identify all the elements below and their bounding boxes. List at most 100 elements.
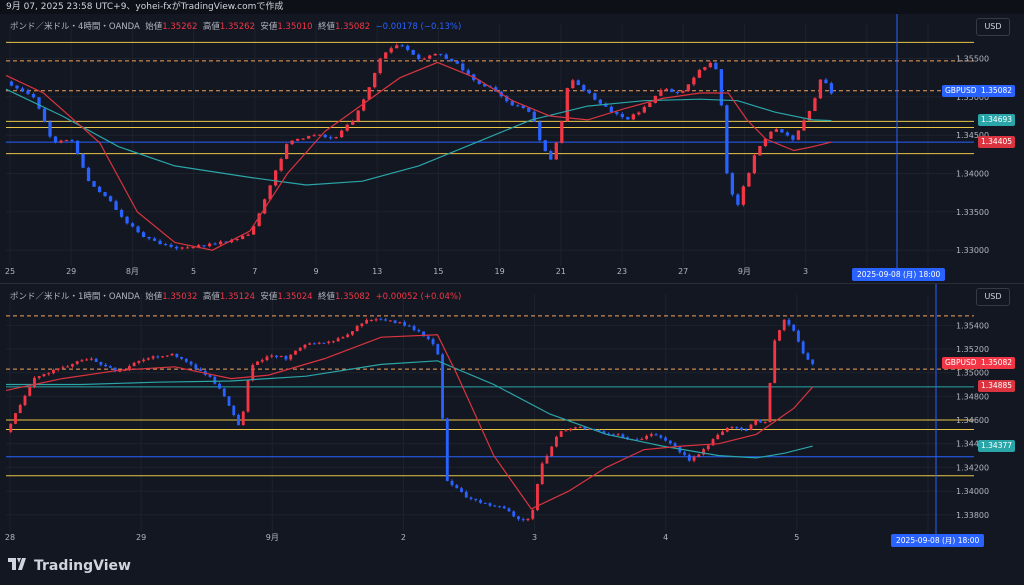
candle-body	[265, 356, 269, 361]
date-tick-label: 29	[136, 533, 146, 542]
open-label: 始値	[145, 22, 163, 32]
currency-button[interactable]: USD	[976, 288, 1010, 306]
candle-body	[806, 353, 810, 360]
candle-body	[703, 67, 707, 70]
candle-body	[290, 140, 294, 145]
candle-body	[796, 130, 801, 140]
candle-body	[744, 429, 748, 431]
candle-body	[792, 324, 796, 331]
tv-logo-icon	[8, 558, 30, 574]
candle-body	[37, 97, 41, 109]
ma-slow-line	[5, 88, 832, 186]
candle-body	[708, 62, 713, 68]
candle-body	[346, 334, 350, 338]
candle-body	[711, 439, 715, 446]
date-tick-label: 13	[372, 267, 382, 276]
candle-body	[158, 240, 162, 245]
candle-body	[550, 446, 554, 457]
candle-body	[754, 419, 758, 425]
candle-body	[81, 153, 85, 168]
candle-body	[163, 244, 168, 246]
candle-body	[540, 463, 544, 485]
candle-body	[602, 431, 606, 434]
date-tick-label: 21	[556, 267, 566, 276]
candle-body	[191, 247, 195, 249]
candle-body	[180, 247, 184, 249]
candle-body	[488, 503, 492, 506]
candle-body	[725, 105, 729, 174]
candle-body	[645, 435, 649, 440]
candle-body	[417, 54, 421, 59]
symbol-price-tag-label: GBPUSD	[942, 356, 980, 369]
high-value: 1.35262	[219, 22, 255, 32]
candle-body	[406, 45, 410, 50]
price-tick-label: 1.34000	[956, 487, 989, 496]
candle-body	[104, 364, 108, 367]
currency-button[interactable]: USD	[976, 18, 1010, 36]
candle-body	[327, 341, 331, 343]
candle-body	[649, 434, 653, 436]
chart-canvas-1h[interactable]: 1.35400 1.35200 1.35000 1.34800 1.34600 1.344…	[0, 284, 1024, 551]
candle-body	[70, 140, 74, 142]
candle-body	[818, 79, 823, 99]
candle-body	[545, 456, 549, 464]
candle-body	[802, 120, 806, 131]
candle-body	[222, 388, 226, 397]
candle-body	[450, 58, 454, 62]
candle-body	[329, 137, 333, 139]
candle-body	[763, 422, 767, 424]
candle-body	[477, 80, 481, 84]
chart-panel-4h[interactable]: 1.35500 1.35000 1.34500 1.34000 1.33500 1.330…	[0, 14, 1024, 282]
candle-body	[640, 439, 644, 441]
candle-body	[303, 344, 307, 348]
chart-panel-1h[interactable]: 1.35400 1.35200 1.35000 1.34800 1.34600 1.344…	[0, 283, 1024, 551]
candle-body	[507, 508, 511, 512]
snapshot-caption: 9月 07, 2025 23:58 UTC+9、yohei-fxがTrading…	[6, 2, 284, 12]
candle-body	[318, 134, 322, 136]
candle-body	[400, 45, 404, 47]
candle-body	[582, 85, 586, 91]
candle-body	[185, 247, 190, 249]
price-tick-label: 1.33000	[956, 246, 989, 255]
tradingview-logo[interactable]: TradingView	[8, 558, 131, 574]
candle-body	[165, 355, 169, 357]
candle-body	[119, 209, 124, 217]
candle-body	[611, 434, 615, 436]
candle-body	[782, 319, 786, 331]
candle-body	[336, 338, 340, 342]
price-tick-label: 1.35000	[956, 93, 989, 102]
candle-body	[444, 54, 448, 59]
candle-body	[431, 339, 435, 345]
candle-body	[26, 90, 30, 95]
candle-body	[130, 223, 135, 227]
candle-body	[94, 358, 98, 362]
candle-body	[270, 355, 274, 357]
candle-body	[15, 85, 19, 89]
candle-body	[598, 99, 602, 104]
candle-body	[668, 440, 672, 444]
candle-body	[199, 368, 202, 371]
candle-body	[683, 452, 686, 455]
chart-canvas-4h[interactable]: 1.35500 1.35000 1.34500 1.34000 1.33500 1.330…	[0, 14, 1024, 282]
open-value: 1.35262	[162, 22, 198, 32]
candle-body	[246, 380, 250, 412]
candle-body	[31, 94, 36, 98]
candle-body	[85, 359, 89, 361]
candle-body	[736, 194, 740, 205]
candle-body	[356, 110, 360, 122]
candle-body	[673, 443, 677, 446]
candle-body	[670, 89, 674, 93]
candle-body	[604, 103, 608, 107]
candle-body	[778, 330, 781, 341]
candle-body	[260, 360, 264, 362]
candle-body	[664, 89, 669, 91]
candle-body	[141, 232, 146, 237]
candle-body	[521, 105, 525, 108]
candle-body	[587, 90, 591, 94]
candle-body	[512, 511, 516, 517]
price-tick-label: 1.35200	[956, 345, 989, 354]
candle-body	[749, 424, 753, 430]
candle-body	[543, 140, 547, 152]
candle-body	[20, 88, 25, 91]
price-tag: 1.34377	[978, 440, 1016, 453]
